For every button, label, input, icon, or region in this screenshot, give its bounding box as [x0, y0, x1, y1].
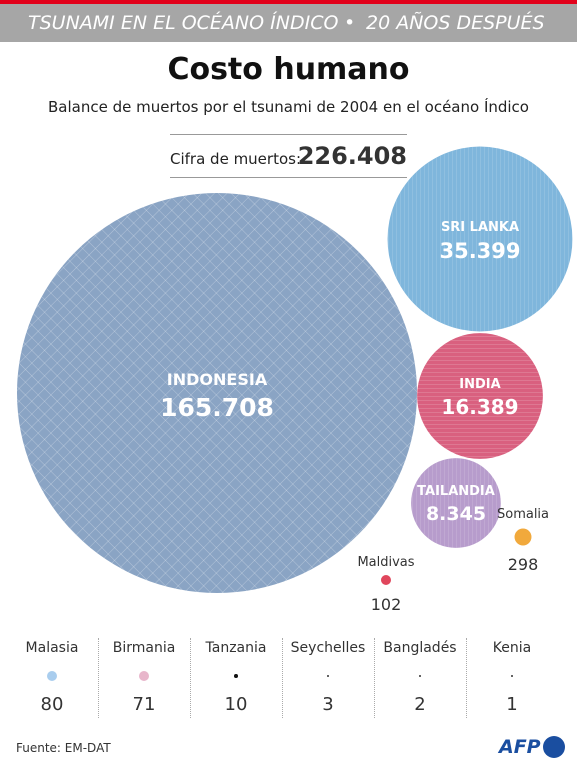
small-country-dot [234, 674, 238, 678]
small-country-name: Tanzania [205, 640, 267, 656]
bubble-value-somalia: 298 [508, 555, 539, 574]
bubble-tailandia-texture [411, 458, 501, 548]
column-separator [190, 638, 191, 718]
small-country-name: Seychelles [290, 640, 366, 656]
small-country-dot [419, 675, 421, 677]
bubble-indonesia-texture [17, 193, 417, 593]
small-country-dot [46, 670, 58, 682]
small-country-value: 80 [40, 694, 64, 715]
banner-left: TSUNAMI EN EL OCÉANO ÍNDICO [28, 12, 339, 34]
bubble-label-india: INDIA [459, 377, 500, 392]
bubble-value-sri-lanka: 35.399 [439, 239, 520, 263]
bubble-value-indonesia: 165.708 [160, 393, 274, 422]
column-separator [98, 638, 99, 718]
banner-right: 20 AÑOS DESPUÉS [366, 12, 545, 34]
small-country-value: 3 [322, 694, 334, 715]
small-country-dot [138, 670, 150, 682]
bubble-label-tailandia: TAILANDIA [417, 484, 495, 499]
bubble-layer: INDONESIA 165.708 SRI LANKA 35.399 INDIA 16.3… [17, 146, 573, 614]
small-country-tanzania: Tanzania 10 [190, 636, 282, 718]
bubble-value-tailandia: 8.345 [426, 503, 486, 525]
afp-logo-dot [543, 736, 565, 758]
bubble-india-texture [417, 333, 543, 459]
small-country-name: Bangladés [383, 640, 457, 656]
column-separator [282, 638, 283, 718]
bubble-label-sri-lanka: SRI LANKA [441, 220, 519, 235]
small-country-name: Birmania [112, 640, 176, 656]
chart-subtitle: Balance de muertos por el tsunami de 200… [48, 98, 529, 116]
chart-title: Costo humano [167, 52, 410, 87]
total-rule-top [170, 134, 407, 135]
bubble-label-indonesia: INDONESIA [167, 370, 268, 389]
bubble-label-maldivas: Maldivas [357, 555, 414, 570]
banner-bullet: • [344, 12, 356, 34]
total-box: Cifra de muertos: 226.408 [170, 141, 407, 175]
small-country-malasia: Malasia 80 [6, 636, 98, 718]
afp-logo-text: AFP [499, 736, 541, 758]
column-separator [374, 638, 375, 718]
column-separator [466, 638, 467, 718]
bubble-value-maldivas: 102 [371, 595, 402, 614]
small-country-value: 2 [414, 694, 426, 715]
bubble-sri-lanka-texture [387, 146, 573, 332]
small-country-birmania: Birmania 71 [98, 636, 190, 718]
small-country-kenia: Kenia 1 [466, 636, 558, 718]
top-accent-bar [0, 0, 577, 4]
small-country-value: 1 [506, 694, 518, 715]
small-country-dot [326, 674, 330, 678]
small-country-value: 71 [132, 694, 156, 715]
total-rule-bottom [170, 177, 407, 178]
small-country-dot [511, 675, 513, 677]
bubble-value-india: 16.389 [441, 395, 518, 419]
small-country-name: Kenia [492, 640, 532, 656]
source-note: Fuente: EM-DAT [16, 741, 111, 755]
small-country-name: Malasia [25, 640, 79, 656]
small-country-banglades: Bangladés 2 [374, 636, 466, 718]
bubble-maldivas [381, 575, 391, 585]
total-value: 226.408 [297, 142, 407, 170]
banner: TSUNAMI EN EL OCÉANO ÍNDICO • 20 AÑOS DE… [0, 4, 577, 42]
bubble-somalia [514, 528, 532, 546]
total-label: Cifra de muertos: [170, 150, 302, 168]
small-country-seychelles: Seychelles 3 [282, 636, 374, 718]
bubble-label-somalia: Somalia [497, 507, 549, 522]
small-country-value: 10 [224, 694, 248, 715]
